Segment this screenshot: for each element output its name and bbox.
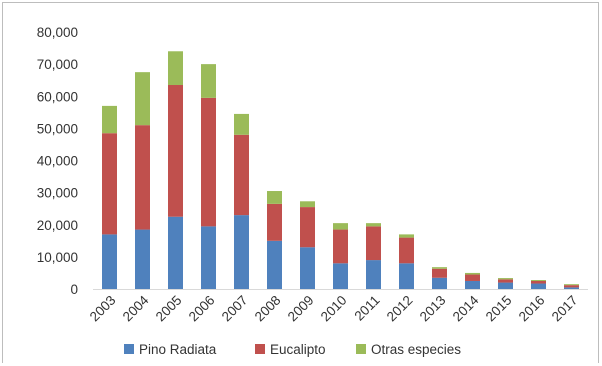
x-tick-label: 2009 [285,293,317,325]
x-tick-label: 2014 [450,292,482,324]
bar-eucalipto-2004 [135,125,150,230]
y-tick-label: 20,000 [37,218,78,233]
x-tick-label: 2005 [153,293,185,325]
bar-eucalipto-2009 [300,207,315,248]
bar-pino-radiata-2007 [234,215,249,289]
x-tick-label: 2008 [252,293,284,325]
y-tick-label: 0 [70,282,78,297]
y-tick-label: 60,000 [37,89,78,104]
bar-otras-especies-2013 [432,267,447,269]
bar-eucalipto-2012 [399,237,414,264]
x-tick-label: 2010 [318,293,350,325]
x-tick-label: 2004 [120,292,152,324]
bar-eucalipto-2017 [564,285,579,288]
bar-pino-radiata-2008 [267,240,282,289]
bar-eucalipto-2006 [201,97,216,227]
legend-swatch-pino-radiata [124,344,134,354]
x-tick-label: 2016 [516,293,548,325]
bar-eucalipto-2013 [432,268,447,278]
bar-eucalipto-2011 [366,226,381,261]
bar-eucalipto-2007 [234,134,249,216]
bar-otras-especies-2009 [300,201,315,208]
bar-otras-especies-2011 [366,223,381,227]
bar-pino-radiata-2013 [432,277,447,289]
bar-otras-especies-2003 [102,105,117,134]
x-tick-label: 2012 [384,293,416,325]
chart-frame [2,2,599,363]
y-tick-label: 80,000 [37,25,78,40]
bar-otras-especies-2006 [201,64,216,98]
x-tick-label: 2003 [87,293,119,325]
bar-eucalipto-2015 [498,279,513,283]
bar-eucalipto-2014 [465,274,480,281]
bar-pino-radiata-2014 [465,280,480,289]
x-tick-label: 2013 [417,293,449,325]
bar-pino-radiata-2006 [201,226,216,289]
bar-eucalipto-2003 [102,133,117,235]
y-tick-label: 40,000 [37,154,78,169]
bar-otras-especies-2016 [531,280,546,281]
legend-label-eucalipto: Eucalipto [270,342,326,357]
bar-eucalipto-2016 [531,280,546,284]
bar-otras-especies-2014 [465,272,480,275]
bar-pino-radiata-2005 [168,216,183,289]
y-tick-label: 50,000 [37,121,78,136]
x-tick-label: 2015 [483,293,515,325]
legend-swatch-eucalipto [255,344,265,354]
x-tick-label: 2017 [549,293,581,325]
bar-pino-radiata-2003 [102,234,117,289]
x-tick-label: 2011 [351,293,382,324]
bar-otras-especies-2010 [333,223,348,230]
bar-pino-radiata-2015 [498,282,513,289]
bar-otras-especies-2017 [564,284,579,286]
bar-otras-especies-2004 [135,72,150,126]
bar-otras-especies-2008 [267,191,282,204]
bar-eucalipto-2005 [168,85,183,217]
bar-pino-radiata-2017 [564,287,579,289]
bar-eucalipto-2010 [333,229,348,264]
bar-otras-especies-2005 [168,51,183,86]
bar-pino-radiata-2009 [300,247,315,289]
y-tick-label: 30,000 [37,186,78,201]
x-tick-label: 2007 [219,293,251,325]
bar-pino-radiata-2016 [531,283,546,289]
bar-pino-radiata-2011 [366,260,381,289]
bar-pino-radiata-2012 [399,263,414,289]
bar-otras-especies-2012 [399,234,414,238]
bar-pino-radiata-2010 [333,263,348,289]
bar-otras-especies-2007 [234,113,249,135]
y-tick-label: 70,000 [37,57,78,72]
x-tick-label: 2006 [186,293,218,325]
bar-pino-radiata-2004 [135,229,150,289]
legend-swatch-otras-especies [356,344,366,354]
legend-label-pino-radiata: Pino Radiata [139,342,217,357]
legend-label-otras-especies: Otras especies [371,342,461,357]
bar-otras-especies-2015 [498,278,513,280]
bar-eucalipto-2008 [267,203,282,241]
y-tick-label: 10,000 [37,250,78,265]
